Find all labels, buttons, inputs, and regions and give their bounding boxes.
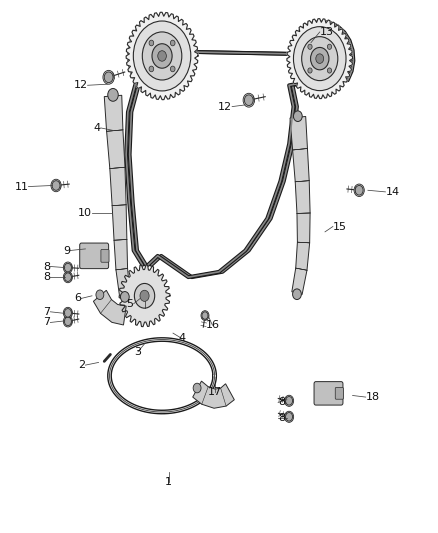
FancyBboxPatch shape [335,387,343,399]
Text: 8: 8 [278,398,285,407]
Circle shape [327,44,332,50]
Text: 5: 5 [127,299,134,309]
Circle shape [108,88,118,101]
Circle shape [64,272,72,282]
Text: 11: 11 [14,182,28,191]
FancyBboxPatch shape [80,243,109,269]
Circle shape [170,66,175,72]
FancyBboxPatch shape [314,382,343,405]
Circle shape [293,27,346,91]
Circle shape [286,397,293,405]
Text: 4: 4 [94,123,101,133]
Circle shape [308,68,312,73]
Circle shape [286,413,293,421]
Circle shape [293,289,301,300]
Polygon shape [126,12,198,100]
Circle shape [243,93,254,107]
Polygon shape [287,19,353,99]
Circle shape [64,273,71,281]
Text: 8: 8 [278,414,285,423]
Circle shape [64,316,72,327]
Polygon shape [290,117,310,295]
Text: 10: 10 [78,208,92,218]
Text: 8: 8 [43,262,50,271]
Text: 13: 13 [320,27,334,37]
Circle shape [149,66,154,72]
Circle shape [64,308,72,318]
Circle shape [64,317,71,326]
Text: 9: 9 [63,246,70,255]
Polygon shape [104,95,130,297]
Circle shape [354,184,364,197]
Circle shape [355,185,363,195]
Circle shape [293,111,302,122]
Circle shape [158,51,166,61]
Circle shape [134,284,155,308]
Circle shape [64,309,71,317]
Circle shape [193,383,201,393]
Circle shape [64,262,72,273]
Circle shape [103,70,114,84]
Circle shape [302,37,338,80]
Circle shape [308,44,312,50]
Circle shape [244,95,253,106]
Text: 14: 14 [385,187,399,197]
Text: 16: 16 [205,320,219,330]
Text: 8: 8 [43,272,50,282]
Circle shape [51,179,61,192]
Text: 12: 12 [74,80,88,90]
Circle shape [149,40,154,46]
Circle shape [285,395,293,406]
Text: 1: 1 [165,478,172,487]
Circle shape [64,263,71,272]
Polygon shape [93,290,126,325]
Circle shape [316,54,324,63]
Text: 6: 6 [74,294,81,303]
Circle shape [202,312,208,319]
Circle shape [96,290,104,300]
Circle shape [327,68,332,73]
Circle shape [285,411,293,422]
Circle shape [201,311,209,320]
Text: 15: 15 [333,222,347,231]
Text: 2: 2 [78,360,85,370]
Text: 12: 12 [218,102,232,111]
FancyBboxPatch shape [101,249,109,262]
Circle shape [140,290,149,301]
Text: 7: 7 [43,307,50,317]
Circle shape [311,47,329,70]
Polygon shape [193,381,234,408]
Circle shape [152,44,172,68]
Text: 17: 17 [208,387,222,397]
Circle shape [104,72,113,83]
Circle shape [52,181,60,190]
Text: 18: 18 [366,392,380,402]
Text: 7: 7 [43,318,50,327]
Circle shape [133,21,191,91]
Text: 4: 4 [178,334,185,343]
Polygon shape [119,265,170,327]
Circle shape [170,40,175,46]
Text: 3: 3 [134,347,141,357]
Circle shape [120,292,129,302]
Circle shape [142,32,182,80]
